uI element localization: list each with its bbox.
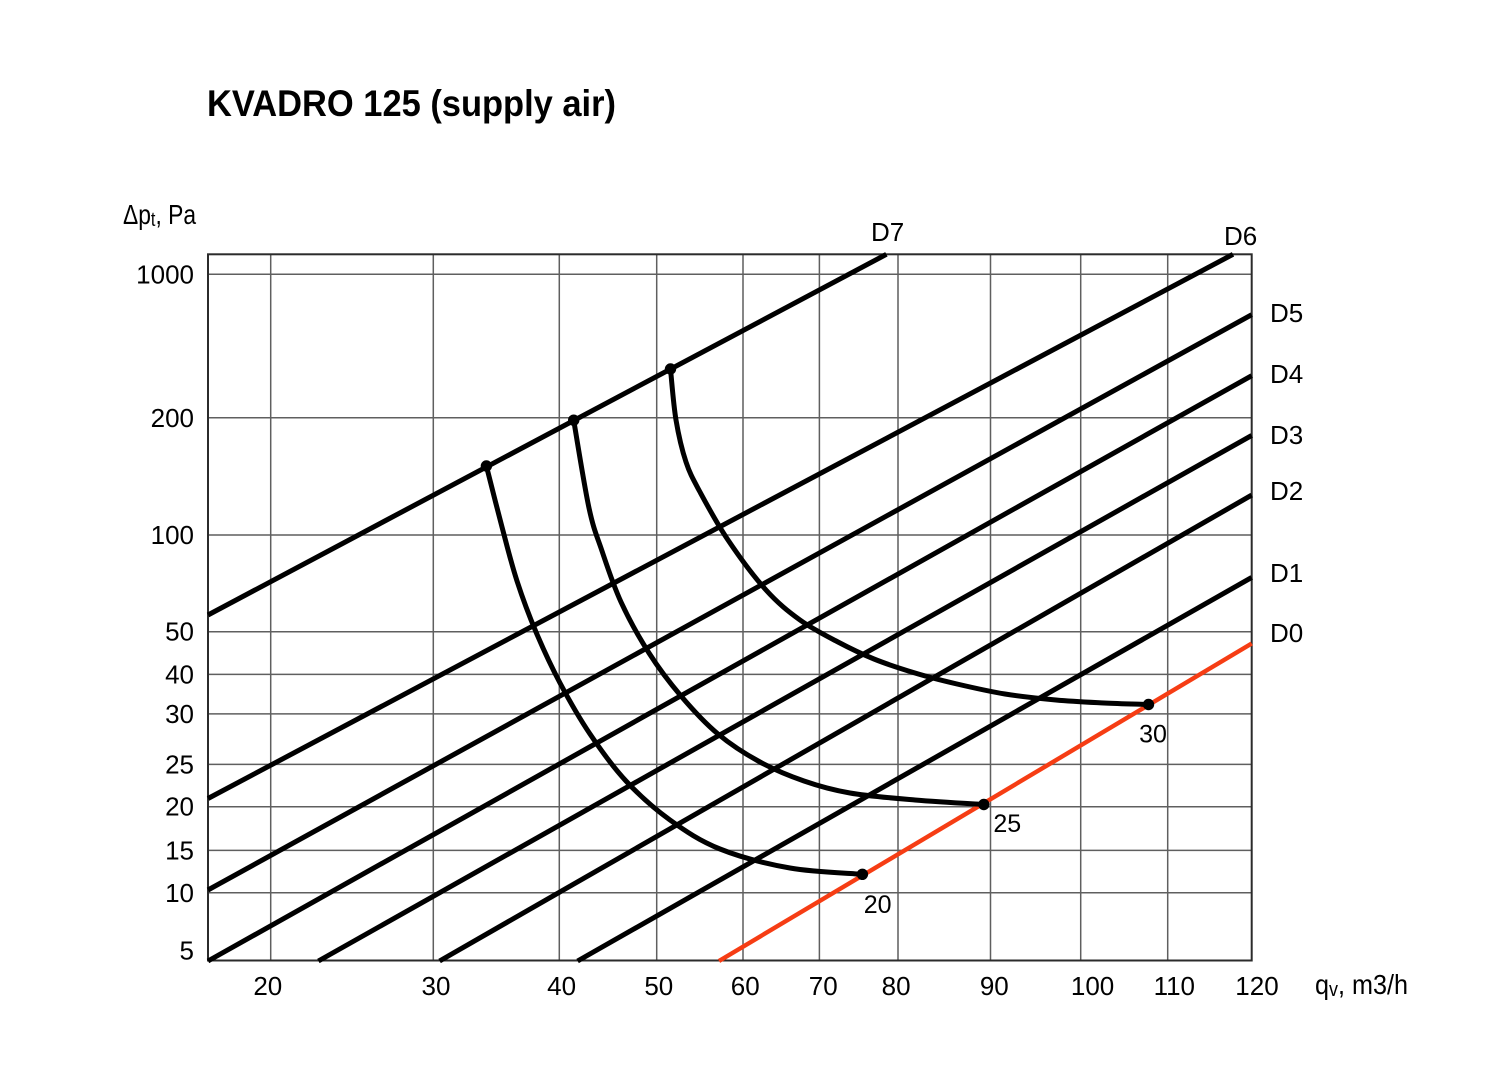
svg-text:80: 80 <box>882 971 911 1001</box>
svg-text:20: 20 <box>165 792 194 822</box>
svg-text:40: 40 <box>547 971 576 1001</box>
svg-text:D0: D0 <box>1270 618 1303 648</box>
svg-text:50: 50 <box>644 971 673 1001</box>
svg-text:D1: D1 <box>1270 558 1303 588</box>
svg-text:D4: D4 <box>1270 359 1303 389</box>
svg-text:D5: D5 <box>1270 298 1303 328</box>
svg-text:10: 10 <box>165 878 194 908</box>
svg-text:70: 70 <box>809 971 838 1001</box>
svg-text:30: 30 <box>165 699 194 729</box>
svg-text:30: 30 <box>422 971 451 1001</box>
svg-text:15: 15 <box>165 835 194 865</box>
svg-text:Δpt, Pa: Δpt, Pa <box>123 199 196 231</box>
svg-text:100: 100 <box>151 520 194 550</box>
svg-text:90: 90 <box>980 971 1009 1001</box>
svg-text:40: 40 <box>165 659 194 689</box>
svg-text:D7: D7 <box>871 217 904 247</box>
svg-text:1000: 1000 <box>136 259 194 289</box>
svg-text:110: 110 <box>1154 971 1195 1001</box>
svg-text:120: 120 <box>1235 971 1278 1001</box>
svg-text:20: 20 <box>253 971 282 1001</box>
svg-text:KVADRO 125 (supply air): KVADRO 125 (supply air) <box>207 83 616 124</box>
svg-text:50: 50 <box>165 617 194 647</box>
svg-text:qv, m3/h: qv, m3/h <box>1315 969 1408 1001</box>
svg-text:25: 25 <box>993 810 1021 838</box>
svg-text:200: 200 <box>151 403 194 433</box>
svg-text:5: 5 <box>180 935 194 965</box>
svg-text:20: 20 <box>864 891 892 919</box>
svg-text:D6: D6 <box>1224 221 1257 251</box>
svg-text:D3: D3 <box>1270 420 1303 450</box>
svg-text:60: 60 <box>731 971 760 1001</box>
svg-text:100: 100 <box>1071 971 1114 1001</box>
svg-text:30: 30 <box>1139 721 1167 749</box>
svg-text:25: 25 <box>165 749 194 779</box>
svg-text:D2: D2 <box>1270 476 1303 506</box>
